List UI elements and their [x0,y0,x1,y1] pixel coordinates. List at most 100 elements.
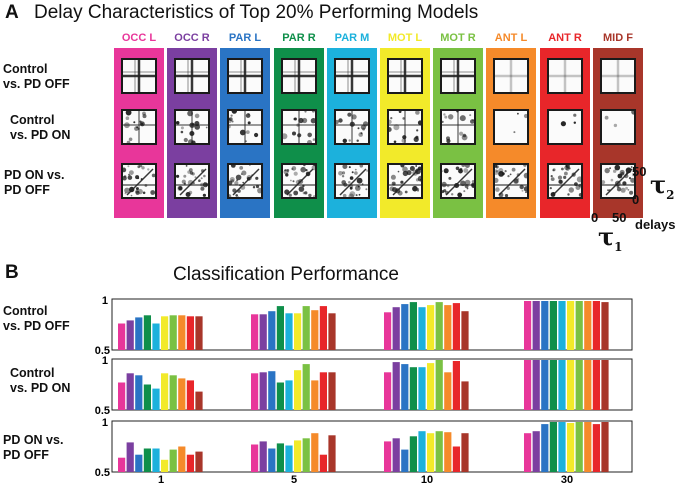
region-column-par-m [327,48,377,218]
bar [601,360,609,410]
delay-map-thumbnail [334,109,370,145]
delay-map-thumbnail [440,163,476,199]
region-label-mid-f: MID F [603,32,633,44]
bar [592,424,600,472]
x-tick-label: 5 [291,474,297,486]
bar [152,448,160,472]
bar [276,306,284,350]
bar [268,448,276,472]
delay-map-thumbnail [493,58,529,94]
bar [135,375,143,410]
region-column-occ-r [167,48,217,218]
bar [161,373,169,410]
bar [152,388,160,410]
bar [126,442,134,472]
x-tick-label: 1 [158,474,164,486]
bar [135,454,143,472]
a-row-label-3: PD ON vs. PD OFF [4,168,64,198]
bar [558,301,566,350]
tau1-label: τ1 [598,222,623,254]
a-row-label-1-line2: vs. PD OFF [3,77,70,91]
delay-map-thumbnail [174,163,210,199]
bar [567,423,575,472]
bar [444,372,452,410]
bar [558,360,566,410]
y-tick-label: 1 [102,355,108,367]
y-tick-label: 1 [102,295,108,307]
bar [251,444,259,472]
region-label-occ-r: OCC R [174,32,210,44]
bar [401,449,409,472]
bar [541,424,549,472]
tau1-tick-50: 50 [612,210,627,225]
bar [328,435,336,472]
bar [549,360,557,410]
panel-b-title: Classification Performance [173,264,399,285]
bar [135,317,143,350]
delay-map-thumbnail [440,109,476,145]
bar [143,384,151,410]
bar [524,301,532,350]
bar [541,360,549,410]
bar [311,310,319,350]
b-row-label-1-line2: vs. PD OFF [3,319,70,333]
bar [524,360,532,410]
b-row-label-1-line1: Control [3,304,48,318]
bar [409,302,417,350]
b-row-label-3: PD ON vs. PD OFF [3,433,63,463]
bar [195,391,203,410]
region-column-par-r [274,48,324,218]
bar [268,371,276,410]
region-label-occ-l: OCC L [121,32,157,44]
bar [532,431,540,472]
bar [452,303,460,350]
bar [392,438,400,472]
bar [444,432,452,472]
a-row-label-2-line1: Control [10,113,55,127]
tau2-symbol: τ [650,170,667,199]
bar-panel-frame [111,358,633,411]
bar [143,448,151,472]
delay-map-thumbnail [600,109,636,145]
bar [392,307,400,350]
bar [178,315,186,350]
bar [152,323,160,350]
bar [567,301,575,350]
delay-map-thumbnail [227,109,263,145]
tau2-tick-50: 50 [632,164,647,179]
bar [251,373,259,410]
bar-panel-frame [111,298,633,351]
region-column-ant-r [540,48,590,218]
region-label-mot-r: MOT R [440,32,476,44]
region-column-mot-l [380,48,430,218]
bar [575,422,583,472]
bar [427,363,435,410]
bar [418,307,426,350]
bar [169,449,177,472]
bar [575,301,583,350]
bar [126,373,134,410]
region-column-mid-f [593,48,643,218]
tau2-tick-0: 0 [632,192,640,207]
region-label-par-m: PAR M [334,32,370,44]
delay-map-thumbnail [334,163,370,199]
bar [251,314,259,350]
region-label-ant-r: ANT R [548,32,582,44]
bar [584,360,592,410]
bar [311,380,319,410]
bar [143,315,151,350]
bar [592,301,600,350]
bar [461,311,469,350]
bar [384,441,392,472]
b-row-label-2-line1: Control [10,366,55,380]
tau2-subscript: 2 [666,187,675,202]
delay-map-thumbnail [334,58,370,94]
delay-map-thumbnail [174,109,210,145]
delay-map-thumbnail [493,163,529,199]
bar [186,454,194,472]
tau1-tick-0: 0 [591,210,599,225]
bar [418,431,426,472]
region-label-ant-l: ANT L [494,32,528,44]
delay-map-thumbnail [281,163,317,199]
